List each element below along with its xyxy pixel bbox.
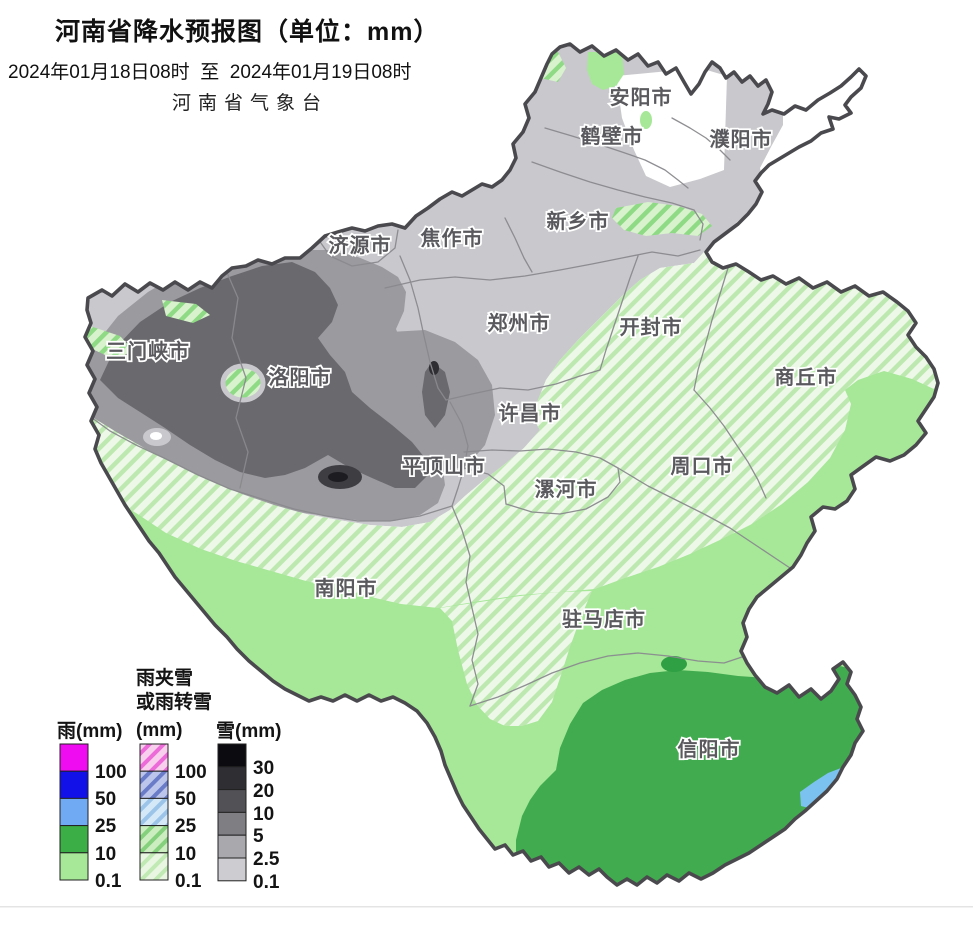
legend-rain-value-01: 0.1 xyxy=(95,871,122,892)
city-label-kaifeng: 开封市 xyxy=(620,315,683,339)
region-rain-medium-dot-zhumadian xyxy=(661,656,687,672)
legend-rain-value-100: 100 xyxy=(95,762,127,783)
region-light-ring-core xyxy=(150,432,162,440)
legend-rain-value-50: 50 xyxy=(95,789,116,810)
legend-rain-swatch-25 xyxy=(59,797,89,827)
legend-sleet: 雨夹雪 或雨转雪 (mm) 100 50 25 10 0.1 xyxy=(136,667,212,892)
city-label-nanyang: 南阳市 xyxy=(315,576,378,600)
legend-sleet-swatch-100 xyxy=(139,743,169,772)
region-snow-dark-streak xyxy=(422,362,450,428)
city-label-puyang: 濮阳市 xyxy=(710,127,773,151)
legend-sleet-value-100: 100 xyxy=(175,762,207,783)
legend-rain-value-10: 10 xyxy=(95,844,116,865)
legend-rain-swatch-50 xyxy=(59,770,89,799)
legend-sleet-value-25: 25 xyxy=(175,816,197,837)
city-label-xuchang: 许昌市 xyxy=(499,401,562,425)
region-sleet-strip-xinxiang xyxy=(612,202,712,236)
region-sleet-patch-west1 xyxy=(85,324,133,360)
city-label-luoyang: 洛阳市 xyxy=(269,365,332,389)
legend-rain-swatch-10 xyxy=(59,825,89,854)
legend-snow-swatch-01 xyxy=(217,857,247,882)
legend-sleet-swatch-25 xyxy=(139,797,169,827)
city-label-xinyang: 信阳市 xyxy=(678,737,741,761)
legend-sleet-swatch-50 xyxy=(139,770,169,799)
legend-snow-value-30: 30 xyxy=(253,758,274,779)
region-sleet-island-luoyang xyxy=(220,363,266,403)
legend-snow-swatch-2p5 xyxy=(217,834,247,859)
legend-sleet-title-line2: 或雨转雪 xyxy=(136,690,212,713)
legend-snow-value-01: 0.1 xyxy=(253,872,280,893)
legend-rain-swatch-100 xyxy=(59,743,89,772)
legend-sleet-title-line3: (mm) xyxy=(136,720,182,741)
legend-snow-swatch-10 xyxy=(217,789,247,813)
city-label-shangqiu: 商丘市 xyxy=(775,365,838,389)
city-label-anyang: 安阳市 xyxy=(610,85,673,109)
region-sleet-tongue xyxy=(440,591,592,726)
city-label-xinxiang: 新乡市 xyxy=(547,209,610,233)
region-snow-vdark-dot-north xyxy=(429,361,439,375)
city-label-zhengzhou: 郑州市 xyxy=(488,311,551,335)
legend-sleet-swatch-10 xyxy=(139,825,169,854)
city-label-zhumadian: 驻马店市 xyxy=(562,607,646,631)
issuer-label: 河南省气象台 xyxy=(172,93,329,114)
region-rain-patch-north xyxy=(587,52,624,90)
legend-sleet-swatch-01 xyxy=(139,852,169,881)
region-rain-medium-xinyang xyxy=(516,666,938,885)
legend-sleet-title-line1: 雨夹雪 xyxy=(136,667,193,689)
legend-rain-title: 雨(mm) xyxy=(57,721,122,742)
legend-snow-title: 雪(mm) xyxy=(216,720,281,742)
legend-snow-swatch-5 xyxy=(217,811,247,836)
city-label-sanmenxia: 三门峡市 xyxy=(106,339,190,363)
city-label-hebi: 鹤壁市 xyxy=(581,124,644,148)
legend-snow-swatch-30 xyxy=(217,743,247,768)
page-title: 河南省降水预报图（单位：mm） xyxy=(55,18,440,46)
region-rain-patch-small xyxy=(640,111,652,129)
legend-rain-swatch-01 xyxy=(59,852,89,881)
legend-snow-value-20: 20 xyxy=(253,781,274,802)
city-label-jiaozuo: 焦作市 xyxy=(421,226,484,250)
legend-snow: 雪(mm) 30 20 10 5 2.5 0.1 xyxy=(216,720,281,893)
city-label-jiyuan: 济源市 xyxy=(329,233,392,257)
city-label-zhoukou: 周口市 xyxy=(671,454,734,478)
bottom-divider xyxy=(0,906,973,908)
city-label-luohe: 漯河市 xyxy=(535,477,598,501)
legend-snow-value-10: 10 xyxy=(253,804,274,825)
city-label-pingdingshan: 平顶山市 xyxy=(402,454,486,478)
legend-sleet-value-01: 0.1 xyxy=(175,871,202,892)
legend-rain: 雨(mm) 100 50 25 10 0.1 xyxy=(57,721,127,892)
legend-sleet-value-50: 50 xyxy=(175,789,196,810)
date-range: 2024年01月18日08时 至 2024年01月19日08时 xyxy=(8,62,412,83)
region-snow-black-core xyxy=(328,472,348,482)
city-labels: 安阳市 鹤壁市 濮阳市 新乡市 焦作市 济源市 郑州市 开封市 商丘市 三门峡市… xyxy=(104,83,838,763)
legend-snow-value-2p5: 2.5 xyxy=(253,849,280,870)
region-no-precip-anyang xyxy=(616,68,727,187)
region-rain-heavy-blue xyxy=(800,768,847,809)
legend-snow-swatch-20 xyxy=(217,766,247,791)
legend-sleet-value-10: 10 xyxy=(175,844,196,865)
city-boundaries xyxy=(87,117,791,707)
legend-rain-value-25: 25 xyxy=(95,816,117,837)
region-sleet-patch-west2 xyxy=(162,300,210,323)
legend-snow-value-5: 5 xyxy=(253,826,264,847)
